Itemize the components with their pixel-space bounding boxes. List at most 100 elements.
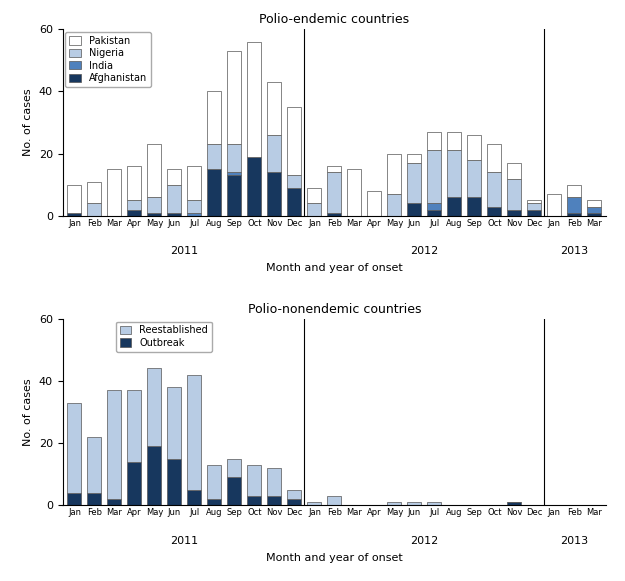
- Bar: [168, 169, 181, 185]
- Bar: [68, 403, 81, 493]
- Y-axis label: No. of cases: No. of cases: [23, 89, 33, 156]
- Bar: [208, 91, 221, 144]
- Bar: [88, 203, 101, 216]
- Bar: [408, 203, 421, 216]
- Text: 2011: 2011: [171, 246, 199, 256]
- Bar: [568, 197, 581, 213]
- Bar: [408, 153, 421, 163]
- Bar: [88, 437, 101, 493]
- Bar: [208, 169, 221, 216]
- Bar: [228, 459, 241, 478]
- Bar: [328, 166, 341, 173]
- Bar: [248, 41, 261, 157]
- Bar: [448, 132, 461, 150]
- Bar: [107, 499, 121, 505]
- Bar: [68, 185, 81, 213]
- Title: Polio-nonendemic countries: Polio-nonendemic countries: [248, 303, 421, 316]
- Bar: [488, 206, 501, 216]
- Bar: [388, 153, 401, 194]
- Bar: [508, 503, 521, 505]
- Bar: [268, 496, 281, 505]
- Bar: [568, 185, 581, 197]
- Bar: [148, 144, 161, 197]
- Bar: [127, 390, 141, 462]
- Bar: [248, 496, 261, 505]
- Bar: [428, 503, 441, 505]
- Bar: [428, 150, 441, 203]
- Bar: [107, 169, 121, 216]
- Bar: [468, 135, 481, 160]
- Bar: [168, 459, 181, 505]
- Bar: [188, 375, 201, 490]
- Bar: [148, 368, 161, 446]
- Bar: [288, 175, 301, 188]
- Bar: [88, 182, 101, 203]
- Bar: [428, 203, 441, 210]
- Bar: [488, 173, 501, 206]
- Legend: Pakistan, Nigeria, India, Afghanistan: Pakistan, Nigeria, India, Afghanistan: [66, 32, 151, 87]
- Bar: [308, 188, 321, 203]
- Bar: [168, 387, 181, 459]
- Bar: [508, 163, 521, 178]
- Bar: [148, 446, 161, 505]
- Bar: [228, 175, 241, 216]
- Bar: [228, 51, 241, 144]
- Bar: [68, 493, 81, 505]
- Bar: [168, 185, 181, 213]
- Bar: [508, 178, 521, 210]
- Bar: [268, 468, 281, 496]
- Bar: [228, 173, 241, 175]
- Bar: [428, 210, 441, 216]
- Bar: [188, 213, 201, 216]
- Bar: [88, 493, 101, 505]
- Legend: Reestablished, Outbreak: Reestablished, Outbreak: [116, 321, 212, 352]
- Bar: [568, 213, 581, 216]
- Bar: [288, 499, 301, 505]
- Bar: [248, 157, 261, 216]
- Bar: [328, 173, 341, 213]
- Y-axis label: No. of cases: No. of cases: [23, 378, 33, 446]
- Text: 2013: 2013: [560, 246, 588, 256]
- Bar: [188, 166, 201, 200]
- Bar: [588, 206, 601, 213]
- Bar: [248, 465, 261, 496]
- Bar: [588, 213, 601, 216]
- Bar: [308, 503, 321, 505]
- Bar: [127, 200, 141, 210]
- Bar: [228, 478, 241, 505]
- Bar: [127, 462, 141, 505]
- Text: 2011: 2011: [171, 536, 199, 546]
- Bar: [388, 503, 401, 505]
- Text: 2012: 2012: [410, 536, 439, 546]
- Bar: [328, 496, 341, 505]
- Bar: [548, 194, 561, 216]
- Bar: [268, 82, 281, 135]
- Text: Month and year of onset: Month and year of onset: [266, 553, 402, 562]
- Bar: [368, 191, 381, 216]
- Bar: [208, 499, 221, 505]
- Bar: [288, 188, 301, 216]
- Bar: [268, 173, 281, 216]
- Bar: [468, 197, 481, 216]
- Bar: [528, 203, 541, 210]
- Bar: [188, 200, 201, 213]
- Bar: [288, 107, 301, 175]
- Bar: [408, 163, 421, 203]
- Bar: [188, 490, 201, 505]
- Bar: [508, 210, 521, 216]
- Bar: [488, 144, 501, 173]
- Bar: [528, 200, 541, 203]
- Text: 2012: 2012: [410, 246, 439, 256]
- Text: 2013: 2013: [560, 536, 588, 546]
- Title: Polio-endemic countries: Polio-endemic countries: [259, 13, 409, 27]
- Bar: [348, 169, 361, 216]
- Bar: [328, 213, 341, 216]
- Bar: [148, 213, 161, 216]
- Bar: [448, 150, 461, 197]
- Bar: [228, 144, 241, 173]
- Bar: [268, 135, 281, 173]
- Bar: [68, 213, 81, 216]
- Bar: [388, 194, 401, 216]
- Bar: [208, 144, 221, 169]
- Bar: [127, 210, 141, 216]
